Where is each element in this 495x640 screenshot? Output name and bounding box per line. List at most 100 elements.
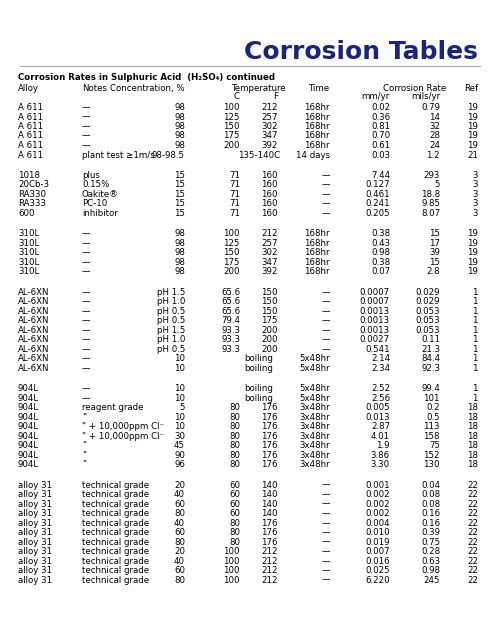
Text: 22: 22 — [467, 566, 478, 575]
Text: technical grade: technical grade — [82, 528, 149, 537]
Text: 75: 75 — [429, 441, 440, 450]
Text: 98: 98 — [174, 131, 185, 141]
Text: 0.007: 0.007 — [365, 547, 390, 556]
Text: 80: 80 — [229, 422, 240, 431]
Text: 100: 100 — [224, 566, 240, 575]
Text: alloy 31: alloy 31 — [18, 481, 52, 490]
Text: 101: 101 — [424, 394, 440, 403]
Text: 21: 21 — [467, 150, 478, 159]
Text: 99.4: 99.4 — [421, 384, 440, 393]
Text: A 611: A 611 — [18, 113, 43, 122]
Text: 19: 19 — [467, 229, 478, 238]
Text: —: — — [321, 200, 330, 209]
Text: 19: 19 — [467, 103, 478, 112]
Text: Corrosion Tables: Corrosion Tables — [244, 40, 478, 64]
Text: 135-140C: 135-140C — [238, 150, 280, 159]
Text: 140: 140 — [261, 481, 278, 490]
Text: 1: 1 — [473, 288, 478, 297]
Text: 176: 176 — [261, 460, 278, 469]
Text: 0.029: 0.029 — [415, 288, 440, 297]
Text: alloy 31: alloy 31 — [18, 575, 52, 584]
Text: 22: 22 — [467, 547, 478, 556]
Text: 5: 5 — [435, 180, 440, 189]
Text: 168hr: 168hr — [304, 239, 330, 248]
Text: 60: 60 — [229, 490, 240, 499]
Text: 20: 20 — [174, 481, 185, 490]
Text: 71: 71 — [229, 190, 240, 199]
Text: 160: 160 — [261, 180, 278, 189]
Text: 80: 80 — [229, 518, 240, 527]
Text: AL-6XN: AL-6XN — [18, 345, 50, 354]
Text: 0.08: 0.08 — [421, 500, 440, 509]
Text: 0.5: 0.5 — [426, 413, 440, 422]
Text: inhibitor: inhibitor — [82, 209, 118, 218]
Text: alloy 31: alloy 31 — [18, 557, 52, 566]
Text: 0.43: 0.43 — [371, 239, 390, 248]
Text: 176: 176 — [261, 422, 278, 431]
Text: 93.3: 93.3 — [221, 335, 240, 344]
Text: A 611: A 611 — [18, 131, 43, 141]
Text: 160: 160 — [261, 200, 278, 209]
Text: 2.87: 2.87 — [371, 422, 390, 431]
Text: 1: 1 — [473, 394, 478, 403]
Text: 98: 98 — [174, 258, 185, 267]
Text: technical grade: technical grade — [82, 490, 149, 499]
Text: 98: 98 — [174, 229, 185, 238]
Text: 904L: 904L — [18, 460, 39, 469]
Text: —: — — [321, 500, 330, 509]
Text: 3: 3 — [473, 209, 478, 218]
Text: plant test ≥1m/s: plant test ≥1m/s — [82, 150, 154, 159]
Text: 0.28: 0.28 — [421, 547, 440, 556]
Text: boiling: boiling — [245, 355, 273, 364]
Text: 310L: 310L — [18, 248, 39, 257]
Text: 3x48hr: 3x48hr — [299, 451, 330, 460]
Text: —: — — [321, 547, 330, 556]
Text: —: — — [321, 528, 330, 537]
Text: 19: 19 — [467, 248, 478, 257]
Text: —: — — [82, 113, 91, 122]
Text: 5x48hr: 5x48hr — [299, 355, 330, 364]
Text: 257: 257 — [261, 113, 278, 122]
Text: —: — — [321, 345, 330, 354]
Text: alloy 31: alloy 31 — [18, 509, 52, 518]
Text: 0.016: 0.016 — [365, 557, 390, 566]
Text: 168hr: 168hr — [304, 113, 330, 122]
Text: 2.52: 2.52 — [371, 384, 390, 393]
Text: 160: 160 — [261, 171, 278, 180]
Text: 28: 28 — [429, 131, 440, 141]
Text: 904L: 904L — [18, 394, 39, 403]
Text: 71: 71 — [229, 209, 240, 218]
Text: 0.025: 0.025 — [365, 566, 390, 575]
Text: 19: 19 — [467, 131, 478, 141]
Text: 15: 15 — [429, 229, 440, 238]
Text: 150: 150 — [261, 307, 278, 316]
Text: 175: 175 — [224, 131, 240, 141]
Text: —: — — [82, 297, 91, 307]
Text: 175: 175 — [261, 316, 278, 325]
Text: 212: 212 — [261, 547, 278, 556]
Text: 0.019: 0.019 — [365, 538, 390, 547]
Text: —: — — [321, 575, 330, 584]
Text: 0.001: 0.001 — [365, 481, 390, 490]
Text: 302: 302 — [261, 248, 278, 257]
Text: —: — — [82, 345, 91, 354]
Text: 100: 100 — [224, 575, 240, 584]
Text: 24: 24 — [429, 141, 440, 150]
Text: 10: 10 — [174, 394, 185, 403]
Text: 60: 60 — [174, 528, 185, 537]
Text: AL-6XN: AL-6XN — [18, 297, 50, 307]
Text: 904L: 904L — [18, 413, 39, 422]
Text: 0.0027: 0.0027 — [360, 335, 390, 344]
Text: —: — — [82, 335, 91, 344]
Text: 140: 140 — [261, 509, 278, 518]
Text: 18: 18 — [467, 432, 478, 441]
Text: 3.30: 3.30 — [371, 460, 390, 469]
Text: 15: 15 — [174, 180, 185, 189]
Text: —: — — [82, 268, 91, 276]
Text: 176: 176 — [261, 403, 278, 412]
Text: 150: 150 — [261, 297, 278, 307]
Text: 15: 15 — [174, 200, 185, 209]
Text: 100: 100 — [224, 229, 240, 238]
Text: —: — — [321, 566, 330, 575]
Text: 1: 1 — [473, 316, 478, 325]
